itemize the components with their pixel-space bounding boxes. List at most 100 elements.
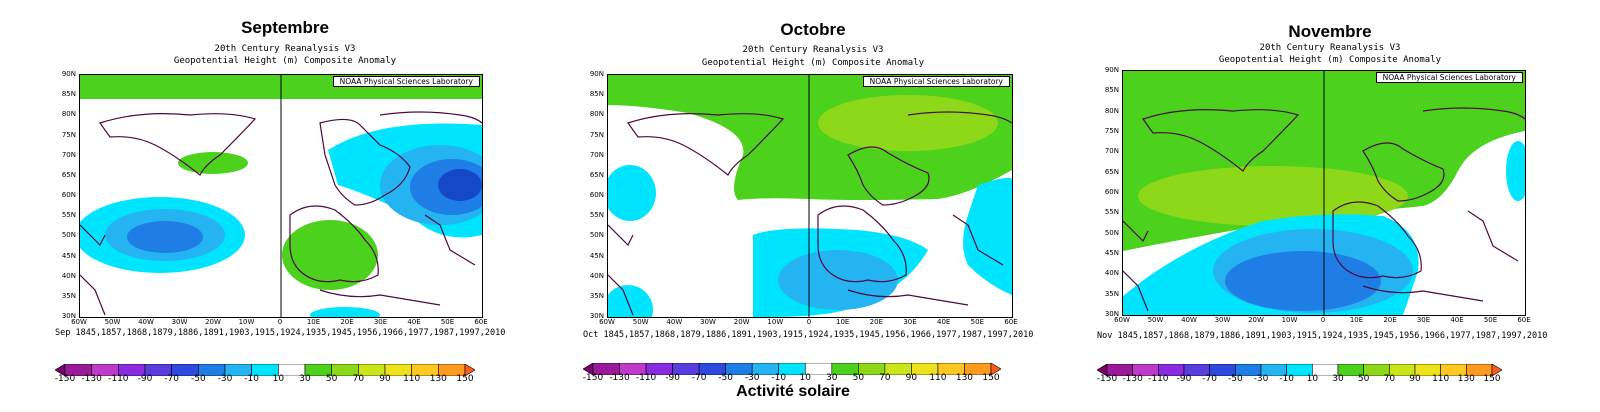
map-field (1123, 71, 1525, 315)
latitude-tick-label: 60N (61, 191, 76, 199)
latitude-tick-label: 50N (589, 231, 604, 240)
latitude-tick-label: 50N (61, 231, 76, 240)
longitude-tick-label: 10W (238, 318, 255, 326)
composite-years: Sep 1845,1857,1868,1879,1886,1891,1903,1… (55, 328, 506, 338)
longitude-tick-label: 60W (599, 318, 615, 326)
latitude-tick-label: 90N (1104, 66, 1119, 74)
variable-label: Geopotential Height (m) Composite Anomal… (701, 58, 925, 68)
longitude-tick-label: 0 (1320, 316, 1326, 324)
colorbar-tick-label: 50 (852, 373, 865, 383)
coastlines (80, 111, 482, 316)
colorbar-tick-label: 30 (826, 373, 838, 383)
dataset-label: 20th Century Reanalysis V3 (214, 44, 356, 54)
latitude-tick-label: 85N (61, 90, 76, 99)
latitude-tick-label: 55N (61, 211, 76, 220)
colorbar-tick-label: 90 (379, 374, 391, 384)
colorbar-tick-label: -10 (244, 374, 260, 384)
longitude-tick-label: 60W (71, 318, 87, 326)
colorbar-tick-label: -50 (1227, 374, 1243, 384)
composite-years: Nov 1845,1857,1868,1879,1886,1891,1903,1… (1097, 331, 1548, 341)
longitude-tick-label: 20W (1248, 316, 1264, 324)
colorbar-tick-label: 150 (982, 373, 1000, 383)
colorbar-tick-label: -90 (1176, 374, 1192, 384)
anomaly-region-negative (608, 165, 656, 221)
latitude-tick-label: 40N (61, 271, 76, 280)
colorbar-tick-label: 150 (1483, 374, 1501, 384)
anomaly-region-positive (178, 152, 248, 174)
longitude-tick-label: 40W (666, 318, 683, 326)
colorbar-tick-label: 130 (955, 373, 974, 383)
colorbar (54, 361, 476, 377)
latitude-tick-label: 45N (589, 251, 604, 260)
anomaly-region-negative (1225, 251, 1381, 311)
colorbar-graphic (1096, 363, 1503, 377)
colorbar-tick-label: 130 (1457, 374, 1475, 384)
longitude-tick-label: 50W (632, 318, 649, 326)
colorbar-max-arrow (990, 362, 1002, 376)
latitude-tick-label: 75N (589, 130, 604, 139)
colorbar-tick-label: -150 (54, 374, 76, 384)
latitude-tick-label: 85N (589, 90, 604, 99)
colorbar-tick-label: -110 (108, 374, 129, 384)
dataset-label: 20th Century Reanalysis V3 (1259, 43, 1401, 53)
map-field (80, 75, 482, 317)
longitude-tick-label: 40E (1450, 316, 1464, 324)
latitude-tick-label: 70N (61, 150, 76, 159)
longitude-tick-label: 20E (1383, 316, 1397, 324)
colorbar-tick-label: -50 (190, 374, 206, 384)
latitude-tick-label: 80N (61, 110, 76, 119)
anomaly-region-positive (1138, 166, 1408, 226)
colorbar-tick-label: 90 (905, 373, 918, 383)
colorbar-tick-label: 90 (1409, 374, 1421, 384)
colorbar-tick-label: -30 (217, 374, 233, 384)
colorbar-max-arrow (464, 363, 476, 377)
latitude-tick-label: 55N (1104, 208, 1119, 217)
longitude-tick-label: 30W (700, 318, 716, 326)
longitude-tick-label: 60E (474, 318, 488, 326)
credit-label: NOAA Physical Sciences Laboratory (1375, 72, 1523, 83)
anomaly-region-negative (778, 250, 898, 310)
credit-label: NOAA Physical Sciences Laboratory (332, 76, 480, 87)
colorbar-tick-label: 70 (879, 373, 891, 383)
latitude-tick-label: 65N (589, 170, 604, 179)
longitude-tick-label: 50E (440, 318, 455, 326)
longitude-tick-label: 50E (1483, 316, 1498, 324)
panel-novembre: Novembre 20th Century Reanalysis V3 Geop… (1096, 0, 1560, 412)
latitude-tick-label: 35N (1104, 289, 1119, 298)
longitude-tick-label: 50E (970, 318, 984, 326)
anomaly-region-negative (1506, 141, 1525, 201)
colorbar-graphic (582, 362, 1002, 376)
latitude-tick-label: 30N (1104, 310, 1119, 318)
colorbar-tick-label: 70 (352, 374, 365, 384)
latitude-tick-label: 40N (589, 271, 604, 280)
colorbar-tick-label: -110 (1148, 374, 1169, 384)
colorbar-tick-label: -70 (691, 373, 707, 383)
colorbar-tick-label: -90 (137, 374, 153, 384)
longitude-tick-label: 10E (1349, 316, 1364, 324)
latitude-tick-label: 85N (1104, 86, 1119, 95)
colorbar-tick-label: -90 (665, 373, 680, 383)
colorbar-tick-label: 10 (272, 374, 285, 384)
longitude-tick-label: 20W (733, 318, 750, 326)
longitude-tick-label: 30E (373, 318, 388, 326)
latitude-tick-label: 35N (589, 291, 604, 300)
longitude-tick-label: 40W (138, 318, 154, 326)
colorbar-tick-label: 10 (799, 373, 811, 383)
colorbar-tick-label: -130 (81, 374, 102, 384)
colorbar-tick-label: -130 (609, 373, 630, 383)
anomaly-region-positive (282, 220, 378, 290)
colorbar (1096, 361, 1503, 377)
colorbar-tick-label: 10 (1306, 374, 1319, 384)
longitude-tick-label: 20E (869, 318, 883, 326)
coastlines (1123, 107, 1525, 312)
latitude-tick-label: 60N (1104, 188, 1119, 196)
anomaly-map: NOAA Physical Sciences Laboratory (607, 74, 1013, 318)
latitude-tick-label: 50N (1104, 228, 1119, 237)
colorbar-tick-label: -10 (1279, 374, 1295, 384)
colorbar-tick-label: 130 (429, 374, 447, 384)
colorbar-tick-label: 50 (1357, 374, 1370, 384)
anomaly-region-negative (127, 221, 203, 253)
longitude-tick-label: 30E (903, 318, 917, 326)
longitude-tick-label: 60W (1114, 316, 1130, 324)
colorbar-graphic (54, 363, 476, 377)
